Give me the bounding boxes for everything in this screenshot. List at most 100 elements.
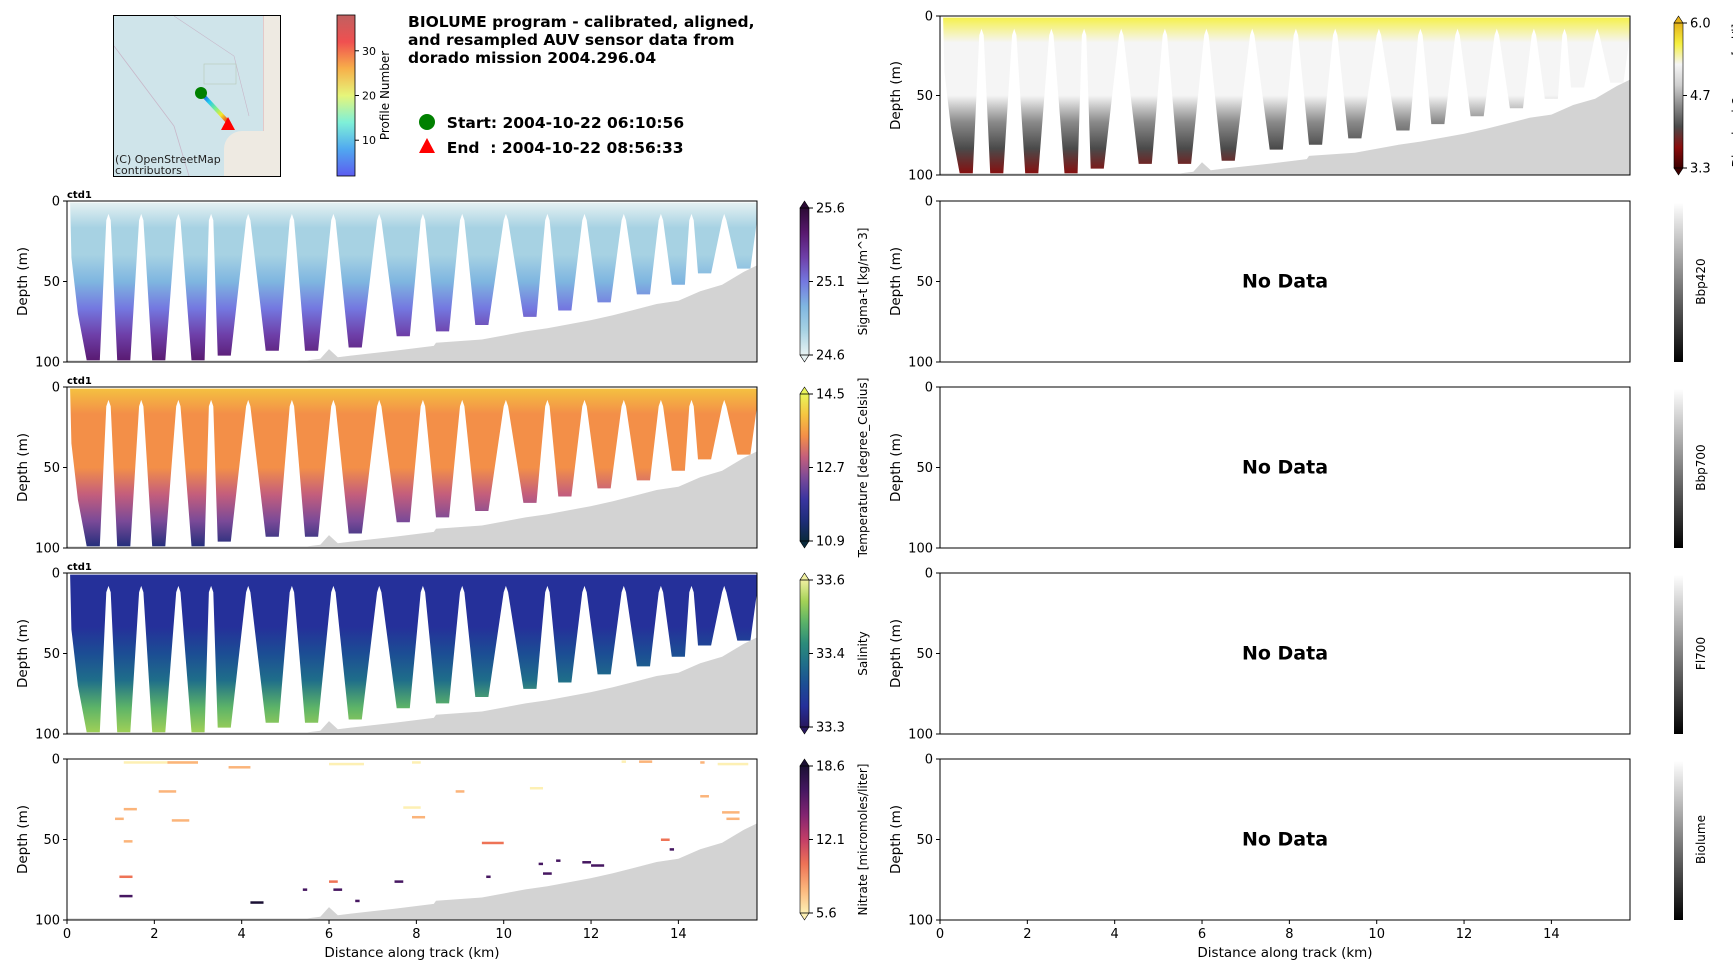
x-tick-label: 12 — [1456, 927, 1473, 942]
y-tick-label: 100 — [908, 914, 933, 929]
y-tick-label: 0 — [52, 753, 60, 768]
nitrate-segment — [717, 762, 749, 766]
nitrate-segment — [250, 901, 264, 904]
nitrate-segment — [669, 848, 675, 851]
x-tick-label: 12 — [583, 927, 600, 942]
map-boundary-line — [173, 16, 250, 117]
y-tick-label: 100 — [35, 542, 60, 557]
colorbar-tick-label: 10 — [362, 134, 376, 147]
x-tick-label: 0 — [936, 927, 944, 942]
colorbar-label: Salinity — [856, 631, 870, 675]
seafloor-area — [67, 637, 757, 734]
nitrate-segment — [119, 875, 133, 879]
y-tick-label: 100 — [908, 169, 933, 184]
panel-sigma_t: 0 50 100 Depth (m) ctd1 25.6 25.1 24.6 Sigma-t [… — [15, 190, 870, 371]
colorbar-gradient — [800, 580, 809, 727]
colorbar-tick-label: 18.6 — [816, 760, 845, 775]
x-tick-label: 2 — [150, 927, 158, 942]
y-tick-label: 50 — [43, 461, 60, 476]
y-tick-label: 50 — [43, 833, 60, 848]
seafloor-area — [940, 79, 1630, 175]
nitrate-segment — [329, 880, 338, 883]
colorbar-extend-min — [799, 540, 810, 549]
x-tick-label: 10 — [495, 927, 512, 942]
colorbar-label: Nitrate [micromoles/liter] — [856, 764, 870, 916]
nitrate-segment — [355, 899, 360, 903]
track-map: (C) OpenStreetMap contributors — [113, 15, 281, 177]
nitrate-segment — [481, 841, 504, 845]
no-data-label: No Data — [1242, 271, 1328, 293]
y-tick-label: 100 — [35, 728, 60, 743]
nitrate-segment — [123, 807, 137, 811]
panel-bbp420: No Data 0 50 100 Depth (m) Bbp420 — [888, 195, 1708, 371]
colorbar-tick-label: 25.6 — [816, 202, 845, 217]
nitrate-segment — [543, 872, 552, 875]
y-axis-label: Depth (m) — [15, 805, 31, 874]
y-axis-label: Depth (m) — [15, 619, 31, 688]
colorbar-tick-label: 24.6 — [816, 349, 845, 364]
panel-temperature: 0 50 100 Depth (m) ctd1 14.5 12.7 10.9 Temperatu… — [15, 376, 870, 558]
end-triangle-icon — [418, 138, 435, 153]
end-legend: End : 2004-10-22 08:56:33 — [408, 120, 684, 157]
colorbar-gradient — [800, 766, 809, 913]
nitrate-segment — [302, 888, 308, 891]
no-data-label: No Data — [1242, 457, 1328, 479]
y-axis-label: Depth (m) — [888, 61, 904, 130]
nitrate-segment — [700, 761, 705, 764]
end-marker-icon — [221, 117, 235, 130]
colorbar-label: Sigma-t [kg/m^3] — [856, 228, 870, 336]
panel-bbp700: No Data 0 50 100 Depth (m) Bbp700 — [888, 381, 1708, 557]
colorbar-tick-label: 12.7 — [816, 461, 845, 476]
nitrate-segment — [639, 760, 653, 763]
colorbar-label: Bbp420 — [1694, 258, 1708, 304]
colorbar-label: Biolume — [1694, 815, 1708, 864]
nitrate-segment — [591, 864, 605, 867]
colorbar-gradient — [1674, 23, 1683, 168]
x-tick-label: 0 — [63, 927, 71, 942]
colorbar-gradient — [1674, 389, 1683, 548]
nitrate-segment — [403, 806, 421, 809]
x-tick-label: 4 — [1111, 927, 1119, 942]
x-tick-label: 4 — [238, 927, 246, 942]
panel-nitrate: 0 50 100 Depth (m) 0 2 4 6 8 10 12 14 Distance along… — [15, 753, 870, 962]
nitrate-segment — [167, 761, 199, 764]
nitrate-segment — [621, 760, 626, 763]
y-tick-label: 0 — [925, 567, 933, 582]
colorbar-extend-min — [1673, 167, 1684, 176]
profile-colorbar: 10 20 30 Profile Number — [336, 14, 392, 177]
colorbar-extend-max — [799, 572, 810, 581]
start-circle-icon — [418, 114, 435, 130]
colorbar-label: Temperature [degree_Celsius] — [856, 378, 870, 559]
nitrate-segment — [158, 790, 177, 793]
panel-tag: ctd1 — [67, 376, 92, 387]
y-tick-label: 50 — [43, 275, 60, 290]
y-axis-label: Depth (m) — [15, 433, 31, 502]
nitrate-segment — [700, 795, 709, 798]
y-tick-label: 0 — [925, 10, 933, 25]
panel-biolume: No Data 0 50 100 Depth (m) 0 2 4 6 8 10 12 14 Distanc… — [888, 753, 1708, 962]
colorbar-gradient — [1674, 761, 1683, 920]
no-data-label: No Data — [1242, 643, 1328, 665]
map-boundary-line — [114, 45, 190, 176]
y-tick-label: 0 — [52, 195, 60, 210]
colorbar-label: Profile Number — [378, 51, 392, 140]
y-axis-label: Depth (m) — [888, 433, 904, 502]
colorbar-extend-max — [799, 758, 810, 767]
colorbar-tick-label: 3.3 — [1690, 162, 1711, 177]
x-tick-label: 6 — [325, 927, 333, 942]
no-data-label: No Data — [1242, 829, 1328, 851]
panel-salinity: 0 50 100 Depth (m) ctd1 33.6 33.4 33.3 Salinity — [15, 562, 870, 743]
colorbar-tick-label: 33.3 — [816, 721, 845, 736]
y-tick-label: 100 — [908, 728, 933, 743]
colorbar-tick-label: 5.6 — [816, 907, 837, 922]
x-tick-label: 8 — [412, 927, 420, 942]
nitrate-segment — [123, 761, 199, 764]
colorbar-extend-max — [799, 386, 810, 395]
seafloor-area — [67, 823, 757, 920]
auv-track-line — [199, 91, 230, 124]
colorbar-label: Fl700 — [1694, 637, 1708, 670]
y-tick-label: 100 — [35, 356, 60, 371]
y-tick-label: 0 — [52, 381, 60, 396]
nitrate-segment — [556, 859, 561, 862]
